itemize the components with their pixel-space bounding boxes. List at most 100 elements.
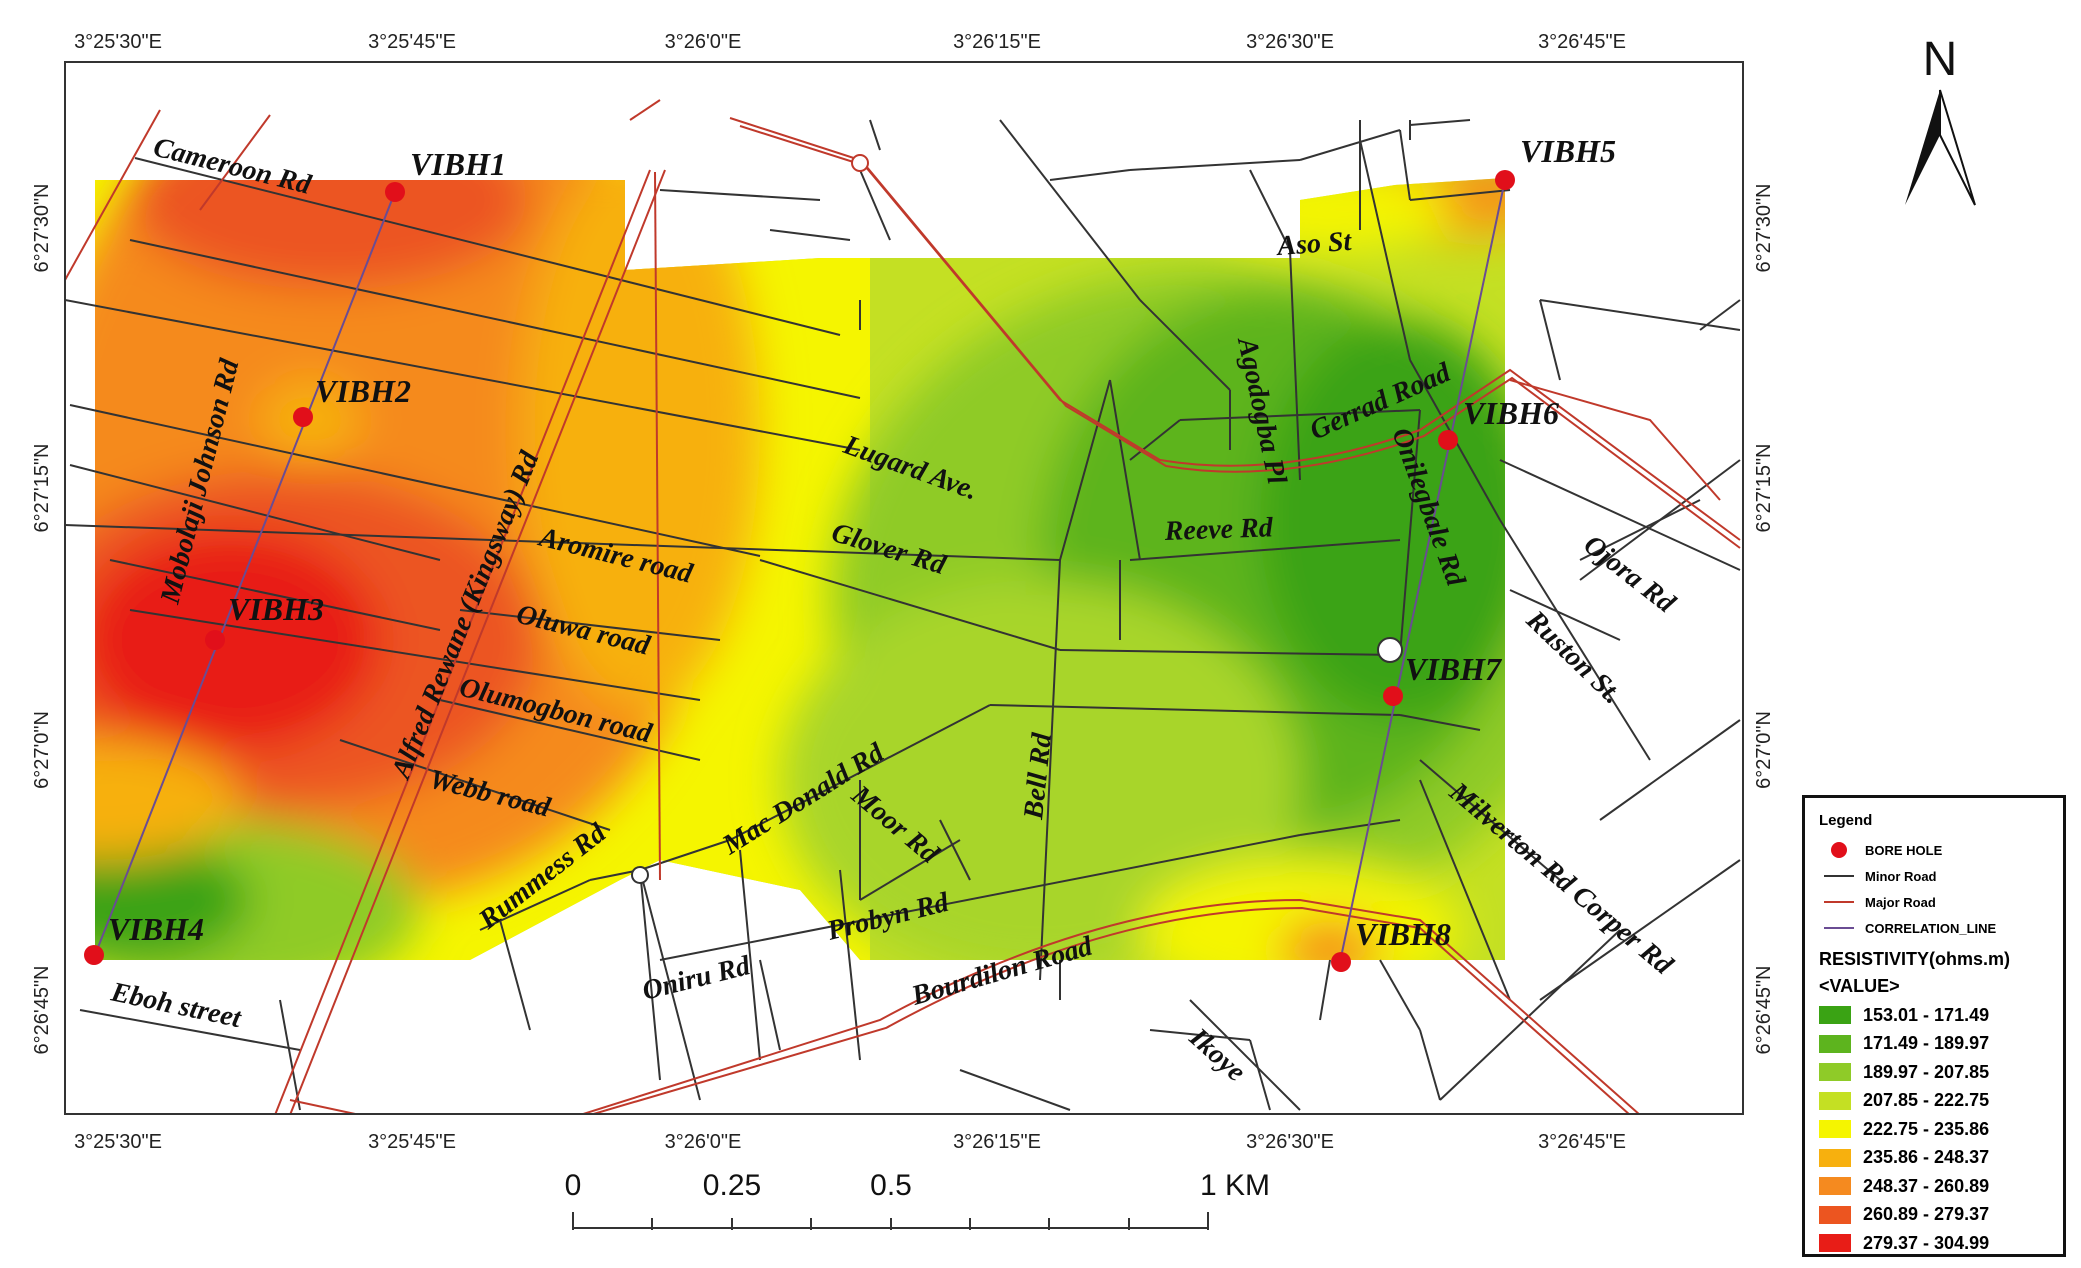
legend-class: 189.97 - 207.85 xyxy=(1819,1058,2053,1087)
minor-roads xyxy=(65,119,1741,1111)
label-vibh6: VIBH6 xyxy=(1463,395,1559,431)
legend-class-label: 189.97 - 207.85 xyxy=(1863,1061,1990,1082)
borehole-vibh7[interactable] xyxy=(1383,686,1403,706)
resistivity-surface xyxy=(95,178,1505,960)
road-network xyxy=(65,99,1741,1114)
legend-resistivity-title: RESISTIVITY(ohms.m) xyxy=(1819,949,2011,969)
legend-class: 260.89 - 279.37 xyxy=(1819,1201,2053,1230)
label-vibh5: VIBH5 xyxy=(1520,133,1616,169)
borehole-vibh6[interactable] xyxy=(1438,430,1458,450)
legend-class-label: 171.49 - 189.97 xyxy=(1863,1033,1990,1054)
legend-class-label: 153.01 - 171.49 xyxy=(1863,1004,1990,1025)
borehole-vibh1[interactable] xyxy=(385,182,405,202)
scale-label: 1 KM xyxy=(1200,1169,1270,1202)
legend-class: 279.37 - 304.99 xyxy=(1819,1229,2053,1258)
legend-item-label: Major Road xyxy=(1865,894,1936,910)
legend-class: 235.86 - 248.37 xyxy=(1819,1144,2053,1173)
line-symbol-icon xyxy=(1824,927,1854,929)
tick-bottom: 3°26'0"E xyxy=(665,1131,742,1153)
tick-bottom: 3°26'15"E xyxy=(953,1131,1041,1153)
tick-bottom: 3°25'30"E xyxy=(74,1131,162,1153)
legend-items: BORE HOLE Minor Road Major Road CORRELATION… xyxy=(1819,837,2053,941)
correlation-lines xyxy=(94,179,1506,963)
legend-class: 153.01 - 171.49 xyxy=(1819,1001,2053,1030)
borehole-vibh5[interactable] xyxy=(1495,170,1515,190)
legend-swatch xyxy=(1819,1034,1851,1053)
legend-item: CORRELATION_LINE xyxy=(1819,915,2053,941)
legend-class: 248.37 - 260.89 xyxy=(1819,1172,2053,1201)
tick-left: 6°27'30"N xyxy=(31,184,53,273)
tick-top: 3°26'15"E xyxy=(953,31,1041,53)
roundabout xyxy=(1377,637,1403,663)
label-vibh4: VIBH4 xyxy=(108,911,204,947)
borehole-symbol-icon xyxy=(1831,842,1847,858)
tick-bottom: 3°25'45"E xyxy=(368,1131,456,1153)
roundabout xyxy=(631,866,649,884)
legend-class: 207.85 - 222.75 xyxy=(1819,1087,2053,1116)
road-label-ikoye: Ikoye xyxy=(1183,1021,1252,1087)
tick-bottom: 3°26'45"E xyxy=(1538,1131,1626,1153)
north-arrow: N xyxy=(1905,33,1976,206)
label-vibh3: VIBH3 xyxy=(228,591,324,627)
legend-swatch xyxy=(1819,1063,1851,1082)
tick-top: 3°26'0"E xyxy=(665,31,742,53)
legend-class-label: 279.37 - 304.99 xyxy=(1863,1232,1990,1253)
boreholes xyxy=(84,170,1515,972)
scale-label: 0 xyxy=(565,1169,582,1202)
tick-bottom: 3°26'30"E xyxy=(1246,1131,1334,1153)
tick-right: 6°27'15"N xyxy=(1753,444,1775,533)
map-frame xyxy=(64,61,1744,1115)
north-label: N xyxy=(1923,33,1958,86)
legend-item: Minor Road xyxy=(1819,863,2053,889)
label-vibh8: VIBH8 xyxy=(1355,916,1451,952)
legend-item: Major Road xyxy=(1819,889,2053,915)
scale-bar: 0 0.25 0.5 1 KM xyxy=(565,1169,1270,1230)
legend-title: Legend xyxy=(1819,812,1873,829)
legend-classes: 153.01 - 171.49 171.49 - 189.97 189.97 - 2… xyxy=(1819,1001,2053,1258)
roundabout xyxy=(851,154,869,172)
tick-right: 6°26'45"N xyxy=(1753,966,1775,1055)
borehole-vibh3[interactable] xyxy=(205,630,225,650)
top-ticks: 3°25'30"E 3°25'45"E 3°26'0"E 3°26'15"E 3… xyxy=(74,31,1626,53)
tick-top: 3°25'45"E xyxy=(368,31,456,53)
label-vibh1: VIBH1 xyxy=(410,146,506,182)
tick-left: 6°26'45"N xyxy=(31,966,53,1055)
north-arrow-icon xyxy=(1905,90,1940,205)
legend-swatch xyxy=(1819,1091,1851,1110)
right-ticks: 6°27'30"N 6°27'15"N 6°27'0"N 6°26'45"N xyxy=(1753,184,1775,1055)
legend-item-label: Minor Road xyxy=(1865,868,1937,884)
legend-item: BORE HOLE xyxy=(1819,837,2053,863)
legend-class-label: 222.75 - 235.86 xyxy=(1863,1118,1990,1139)
legend-item-label: BORE HOLE xyxy=(1865,842,1943,858)
tick-right: 6°27'30"N xyxy=(1753,184,1775,273)
legend-class: 222.75 - 235.86 xyxy=(1819,1115,2053,1144)
legend-class-label: 248.37 - 260.89 xyxy=(1863,1175,1990,1196)
bottom-ticks: 3°25'30"E 3°25'45"E 3°26'0"E 3°26'15"E 3… xyxy=(74,1131,1626,1153)
scale-label: 0.25 xyxy=(703,1169,761,1202)
legend-swatch xyxy=(1819,1234,1851,1253)
legend-class-label: 235.86 - 248.37 xyxy=(1863,1147,1990,1168)
legend-swatch xyxy=(1819,1006,1851,1025)
legend-item-label: CORRELATION_LINE xyxy=(1865,920,1997,936)
borehole-vibh8[interactable] xyxy=(1331,952,1351,972)
legend-swatch xyxy=(1819,1120,1851,1139)
road-label-reeve: Reeve Rd xyxy=(1163,512,1274,547)
left-ticks: 6°27'30"N 6°27'15"N 6°27'0"N 6°26'45"N xyxy=(31,184,53,1055)
tick-left: 6°27'15"N xyxy=(31,444,53,533)
major-roads xyxy=(65,99,1741,1114)
legend-value-title: <VALUE> xyxy=(1819,976,1900,996)
line-symbol-icon xyxy=(1824,875,1854,877)
tick-right: 6°27'0"N xyxy=(1753,711,1775,789)
scale-label: 0.5 xyxy=(870,1169,912,1202)
tick-top: 3°26'30"E xyxy=(1246,31,1334,53)
legend-class: 171.49 - 189.97 xyxy=(1819,1030,2053,1059)
tick-top: 3°25'30"E xyxy=(74,31,162,53)
borehole-labels: VIBH1 VIBH2 VIBH3 VIBH4 VIBH5 VIBH6 VIBH… xyxy=(108,133,1616,952)
label-vibh7: VIBH7 xyxy=(1405,651,1503,687)
legend-class-label: 207.85 - 222.75 xyxy=(1863,1090,1990,1111)
borehole-vibh4[interactable] xyxy=(84,945,104,965)
label-vibh2: VIBH2 xyxy=(315,373,411,409)
borehole-vibh2[interactable] xyxy=(293,407,313,427)
legend-swatch xyxy=(1819,1205,1851,1224)
